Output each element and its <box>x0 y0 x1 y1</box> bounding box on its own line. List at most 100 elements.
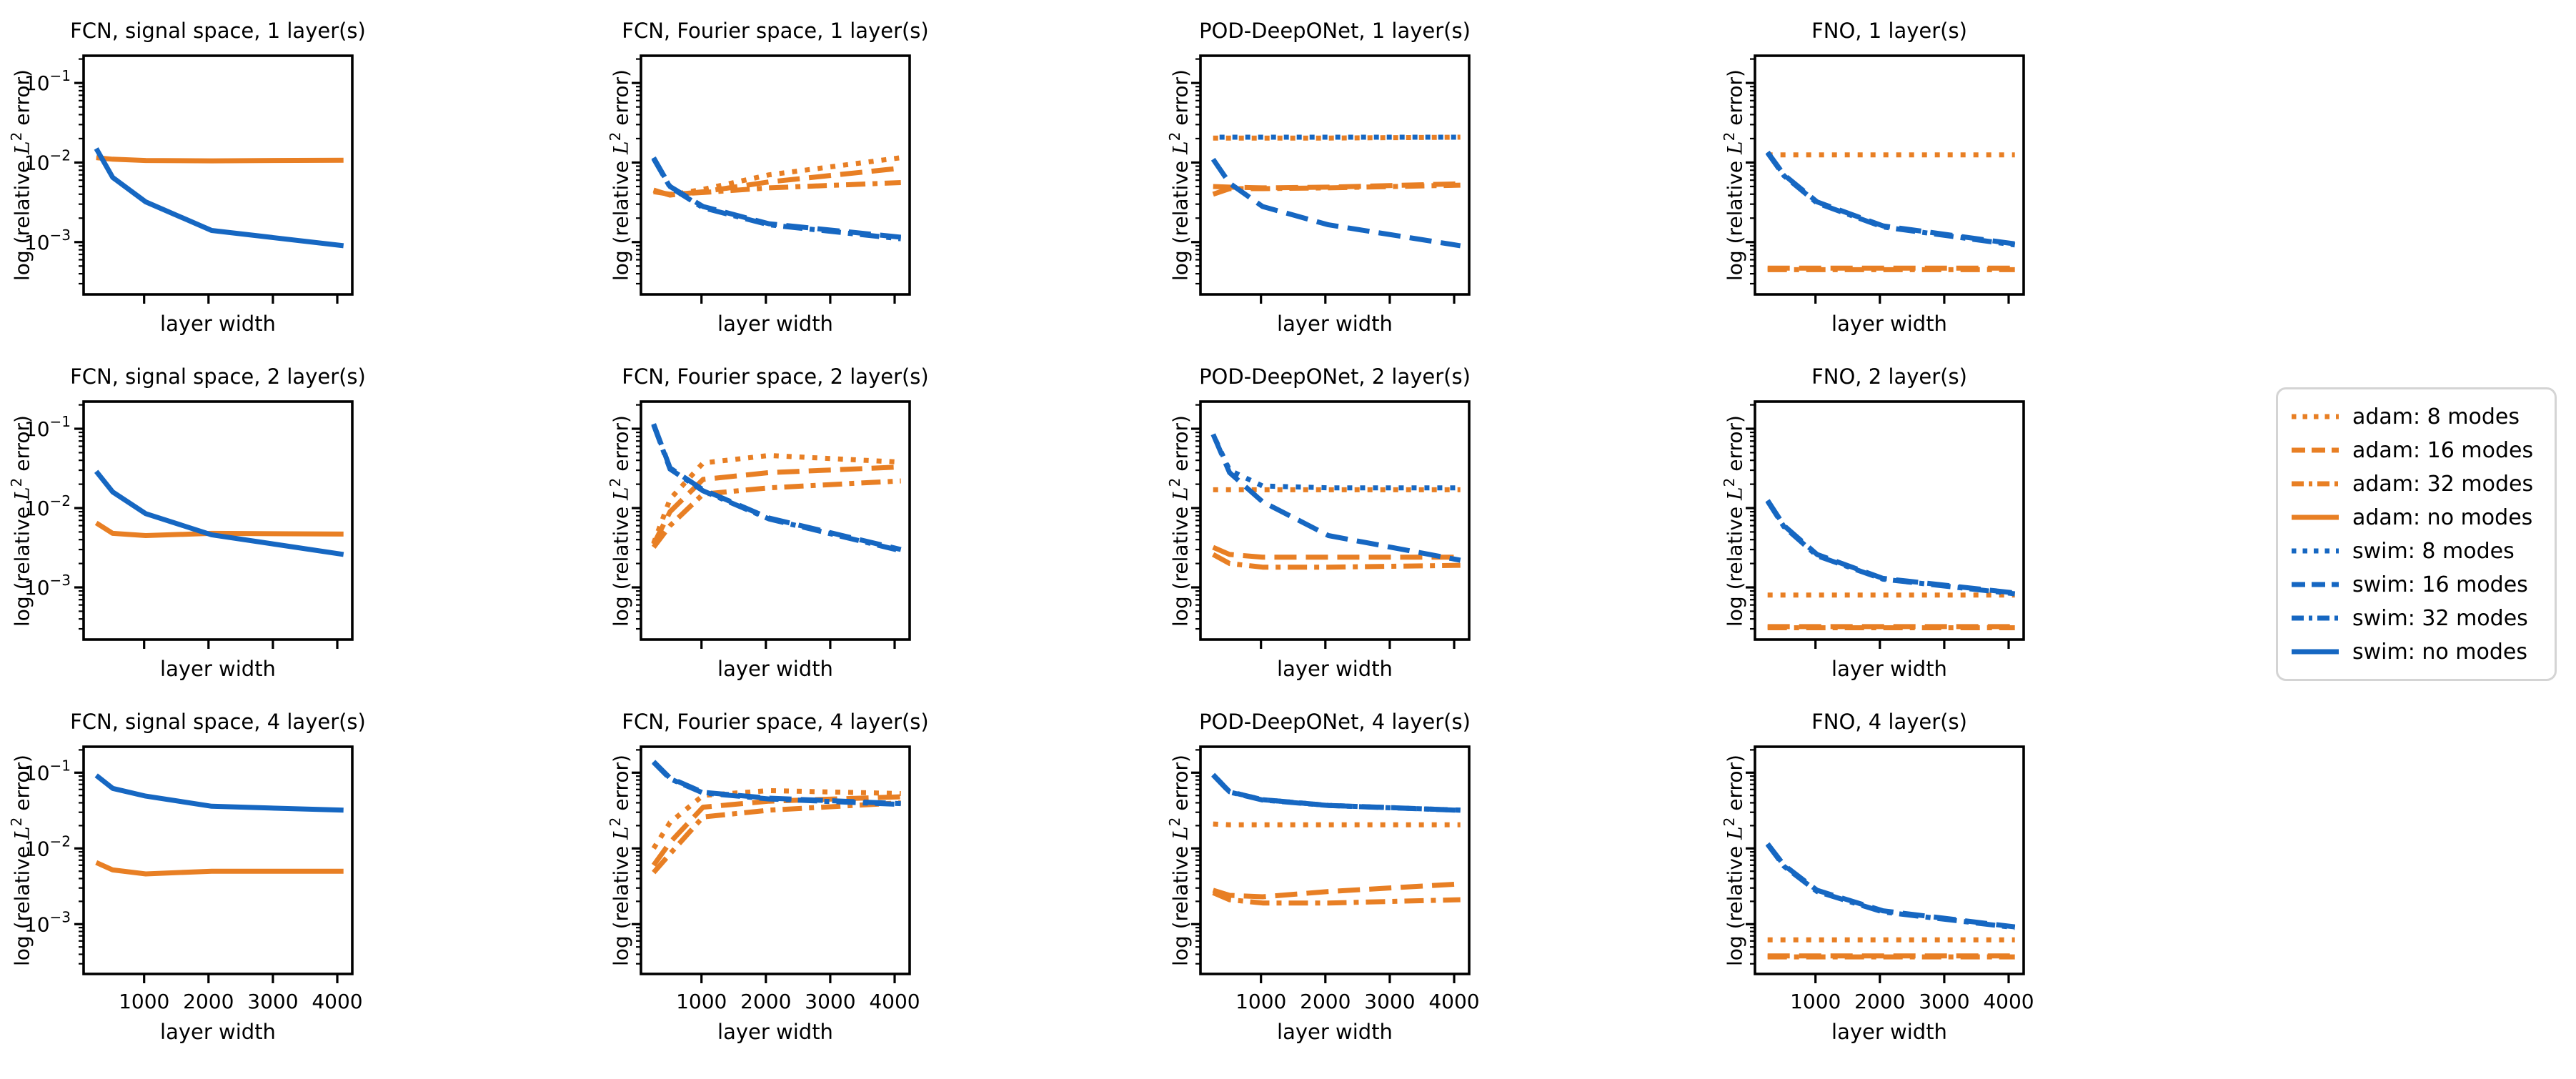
y-tick-label: 10−2 <box>24 146 71 174</box>
plot-title: FCN, Fourier space, 2 layer(s) <box>622 364 929 389</box>
plot-canvas <box>1746 54 2025 304</box>
series-line-swim: 8 modes <box>1210 433 1461 491</box>
series-line-swim: no modes <box>94 773 344 813</box>
series-line-adam: no modes <box>95 860 344 877</box>
series-line-adam: 16 modes <box>651 464 901 546</box>
x-tick-label: 1000 <box>1790 990 1841 1013</box>
x-axis-label: layer width <box>1277 657 1393 681</box>
x-tick-label: 3000 <box>805 990 855 1013</box>
plot-canvas: 1000 2000 3000 4000 <box>632 745 920 1013</box>
x-axis-label: layer width <box>717 312 833 336</box>
plot-canvas: 1000 2000 3000 4000 <box>1746 745 2034 1013</box>
plot-canvas: 1000 2000 3000 4000 <box>1191 745 1480 1013</box>
series-line-adam: 8 modes <box>651 452 901 545</box>
axes-frame <box>1199 745 1471 975</box>
series-line-adam: 32 modes <box>1212 890 1461 906</box>
legend-line-sample <box>2292 514 2339 520</box>
x-tick-label: 2000 <box>740 990 791 1013</box>
plot-title: FCN, Fourier space, 4 layer(s) <box>622 710 929 734</box>
legend-item-label: adam: no modes <box>2352 504 2533 530</box>
y-tick-label: 10−3 <box>24 227 71 254</box>
legend-item: adam: no modes <box>2291 502 2542 533</box>
plot-title: POD-DeepONet, 2 layer(s) <box>1199 364 1471 389</box>
series-line-swim: 32 modes <box>651 157 902 242</box>
x-tick-label: 4000 <box>869 990 920 1013</box>
x-tick-label: 3000 <box>247 990 298 1013</box>
x-tick-label: 1000 <box>1235 990 1286 1013</box>
x-axis-label: layer width <box>160 312 276 336</box>
series-line-adam: 32 modes <box>653 180 901 197</box>
series-line-adam: 8 modes <box>1213 134 1461 141</box>
plot-title: FNO, 4 layer(s) <box>1811 710 1967 734</box>
x-axis-label: layer width <box>160 657 276 681</box>
legend-item-label: adam: 32 modes <box>2352 471 2534 497</box>
legend-item: swim: 32 modes <box>2291 602 2542 634</box>
legend-line-sample <box>2292 615 2339 621</box>
x-axis-label: layer width <box>1277 1020 1393 1044</box>
x-tick-label: 3000 <box>1364 990 1415 1013</box>
legend-item-label: swim: 32 modes <box>2352 605 2528 631</box>
series-line-adam: no modes <box>94 520 344 538</box>
series-line-adam: 32 modes <box>652 800 901 875</box>
x-axis-label: layer width <box>1277 312 1393 336</box>
legend-item: adam: 8 modes <box>2291 401 2542 432</box>
series-line-adam: 8 modes <box>651 787 901 850</box>
plot-canvas: 10−1 10−2 10−3 <box>24 54 354 304</box>
legend-item-label: swim: 8 modes <box>2352 538 2515 564</box>
y-tick-label: 10−2 <box>24 492 71 520</box>
plot-title: FNO, 1 layer(s) <box>1811 19 1967 43</box>
x-tick-label: 2000 <box>1300 990 1351 1013</box>
x-tick-label: 2000 <box>183 990 234 1013</box>
x-tick-label: 1000 <box>676 990 727 1013</box>
series-line-swim: 32 modes <box>1211 773 1461 813</box>
series-line-swim: 16 modes <box>1210 157 1461 249</box>
axes-frame <box>82 54 354 296</box>
series-line-swim: 16 modes <box>651 423 902 552</box>
series-line-adam: no modes <box>96 155 344 164</box>
x-tick-label: 4000 <box>312 990 362 1013</box>
plot-title: FCN, signal space, 4 layer(s) <box>70 710 366 734</box>
series-line-swim: no modes <box>94 469 344 557</box>
x-axis-label: layer width <box>1831 312 1947 336</box>
y-tick-label: 10−3 <box>24 572 71 600</box>
series-line-swim: no modes <box>94 147 344 249</box>
y-tick-label: 10−1 <box>24 67 71 95</box>
legend-item: swim: 16 modes <box>2291 569 2542 600</box>
legend-line-sample <box>2292 447 2339 453</box>
legend-line-sample <box>2292 548 2339 554</box>
plot-title: POD-DeepONet, 1 layer(s) <box>1199 19 1471 43</box>
plot-title: FCN, signal space, 2 layer(s) <box>70 364 366 389</box>
plot-title: POD-DeepONet, 4 layer(s) <box>1199 710 1471 734</box>
series-line-swim: 16 modes <box>1210 433 1461 563</box>
x-axis-label: layer width <box>1831 657 1947 681</box>
y-tick-label: 10−2 <box>24 832 71 860</box>
series-line-swim: 16 modes <box>1765 499 2016 596</box>
plot-canvas <box>1191 400 1471 649</box>
series-line-adam: 16 modes <box>651 794 901 867</box>
x-axis-label: layer width <box>1831 1020 1947 1044</box>
legend-item: swim: no modes <box>2291 636 2542 667</box>
x-tick-label: 2000 <box>1854 990 1905 1013</box>
x-tick-label: 3000 <box>1919 990 1969 1013</box>
series-line-adam: 8 modes <box>1213 821 1461 827</box>
legend-line-sample <box>2292 582 2339 587</box>
plot-canvas: 1000 2000 3000 4000 10−1 10−2 10−3 <box>24 745 363 1013</box>
legend-item: adam: 32 modes <box>2291 468 2542 499</box>
plot-title: FCN, signal space, 1 layer(s) <box>70 19 366 43</box>
series-line-adam: 32 modes <box>651 478 901 550</box>
legend-item-label: adam: 16 modes <box>2352 437 2534 463</box>
plot-canvas: 10−1 10−2 10−3 <box>24 400 354 649</box>
axes-frame <box>82 400 354 641</box>
plot-canvas <box>1191 54 1471 304</box>
series-line-adam: 16 modes <box>1212 881 1461 900</box>
legend-item-label: adam: 8 modes <box>2352 404 2520 429</box>
legend-line-sample <box>2292 481 2339 487</box>
axes-frame <box>1754 54 2025 296</box>
y-tick-label: 10−1 <box>24 413 71 441</box>
x-tick-label: 4000 <box>1428 990 1479 1013</box>
series-line-adam: 32 modes <box>1212 182 1461 197</box>
series-line-swim: 32 modes <box>652 760 901 807</box>
legend-item: adam: 16 modes <box>2291 434 2542 466</box>
x-axis-label: layer width <box>717 1020 833 1044</box>
